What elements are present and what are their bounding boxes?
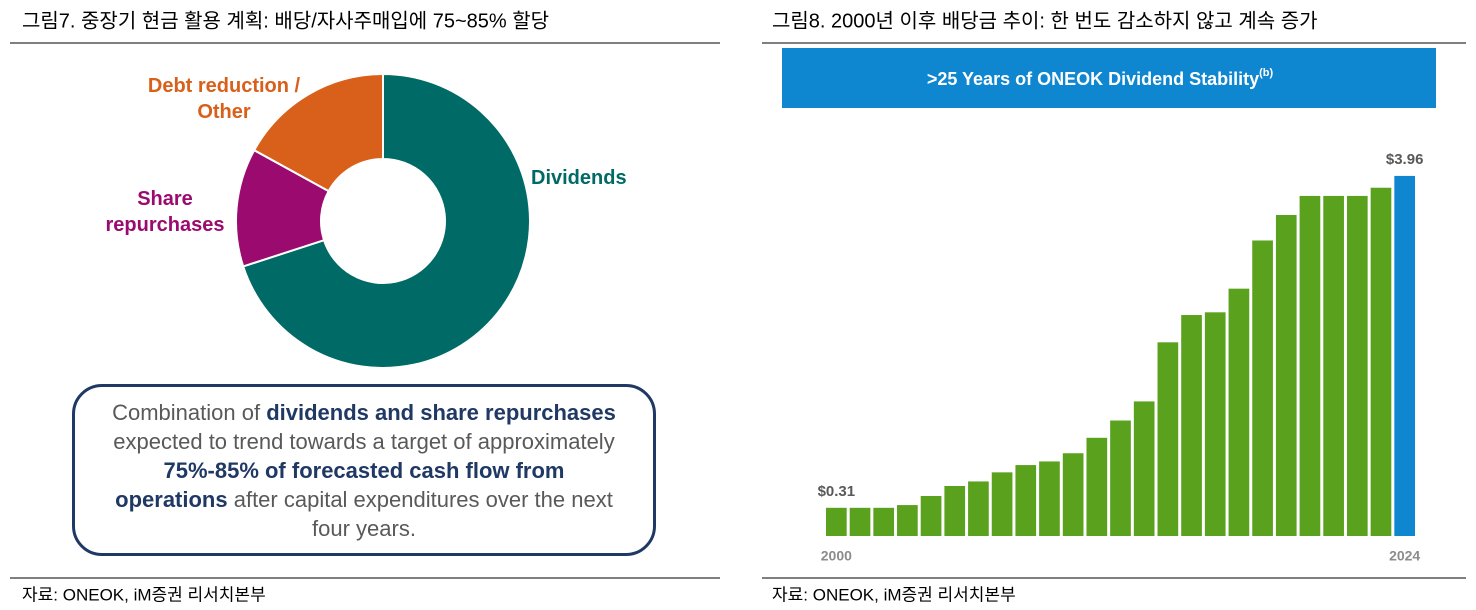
bar bbox=[849, 507, 871, 536]
annotation-text: Combination of bbox=[112, 399, 267, 425]
banner-text: >25 Years of ONEOK Dividend Stability(b) bbox=[927, 67, 1274, 89]
annotation-box: Combination of dividends and share repur… bbox=[72, 384, 656, 556]
annotation-text: dividends and share repurchases bbox=[266, 399, 616, 425]
bar bbox=[991, 472, 1013, 536]
bar bbox=[1015, 465, 1037, 536]
bar bbox=[1252, 240, 1273, 536]
bar bbox=[1181, 315, 1202, 536]
source: 자료: ONEOK, iM증권 리서치본부 bbox=[772, 585, 1016, 604]
bar bbox=[873, 507, 895, 536]
bar bbox=[1110, 420, 1131, 536]
bar bbox=[944, 485, 966, 536]
x-tick-label: 2024 bbox=[1389, 548, 1420, 564]
bar bbox=[1370, 187, 1392, 536]
bar bbox=[968, 481, 989, 536]
figure-title: 그림8. 2000년 이후 배당금 추이: 한 번도 감소하지 않고 계속 증가 bbox=[772, 9, 1318, 32]
slice-label: Debt reduction / Other bbox=[147, 75, 301, 123]
annotation-text: after capital expenditures over the next… bbox=[227, 486, 613, 541]
pie-slice bbox=[252, 72, 384, 193]
bar bbox=[897, 505, 918, 536]
x-tick-label: 2000 bbox=[821, 548, 852, 564]
bar bbox=[1133, 401, 1155, 536]
subtitle: >25 Years of ONEOK Dividend Stability bbox=[927, 69, 1259, 89]
bar bbox=[826, 507, 847, 536]
bar bbox=[1062, 453, 1084, 536]
banner bbox=[782, 48, 1436, 108]
bar bbox=[1228, 288, 1250, 536]
figure-title: 그림7. 중장기 현금 활용 계획: 배당/자사주매입에 75~85% 할당 bbox=[22, 9, 549, 32]
bar bbox=[1086, 437, 1108, 536]
slice-label: Dividends bbox=[531, 167, 627, 189]
annotation: Combination of dividends and share repur… bbox=[111, 398, 617, 543]
source: 자료: ONEOK, iM증권 리서치본부 bbox=[22, 585, 266, 604]
annotation-text: expected to trend towards a target of ap… bbox=[113, 428, 615, 454]
slice-label: Share repurchases bbox=[105, 188, 225, 236]
subtitle-note: (b) bbox=[1259, 67, 1273, 79]
bar bbox=[1204, 312, 1226, 536]
pie-slice bbox=[241, 72, 531, 369]
bar bbox=[1275, 215, 1297, 536]
bar bbox=[1039, 461, 1060, 536]
bar bbox=[1299, 195, 1321, 536]
bar bbox=[1394, 175, 1415, 537]
annotation-text: 75%-85% of forecasted cash flow from ope… bbox=[115, 457, 565, 512]
value-label: $0.31 bbox=[818, 483, 856, 500]
bar bbox=[1323, 195, 1344, 536]
bar bbox=[1157, 342, 1179, 536]
bar bbox=[920, 495, 942, 536]
bar bbox=[1346, 195, 1368, 536]
value-label: $3.96 bbox=[1386, 151, 1424, 168]
